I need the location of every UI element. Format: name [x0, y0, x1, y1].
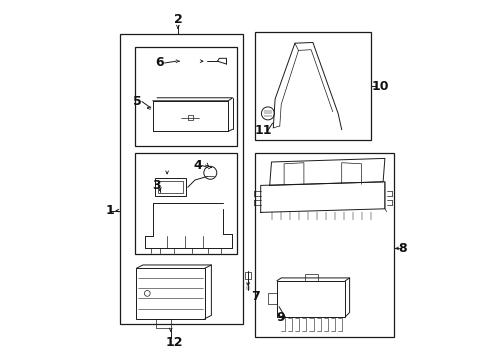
Text: 10: 10: [371, 80, 388, 93]
Text: 6: 6: [155, 57, 164, 69]
Text: 1: 1: [105, 204, 114, 217]
Text: 11: 11: [254, 124, 271, 137]
Bar: [158, 181, 183, 193]
Text: 9: 9: [276, 311, 284, 324]
Bar: [134, 153, 237, 254]
Bar: [255, 153, 393, 337]
Bar: [187, 115, 193, 120]
Bar: [244, 272, 250, 279]
Bar: [120, 34, 242, 324]
Text: 7: 7: [250, 291, 259, 303]
Bar: [134, 47, 237, 146]
Bar: [255, 32, 370, 140]
Bar: [156, 319, 170, 328]
Bar: [155, 178, 185, 196]
Text: 8: 8: [398, 242, 407, 255]
Text: 2: 2: [173, 13, 182, 26]
Bar: [276, 281, 345, 317]
Text: 12: 12: [165, 336, 183, 349]
Text: 4: 4: [193, 159, 202, 172]
Bar: [304, 274, 317, 281]
Bar: [136, 268, 204, 319]
Text: 5: 5: [133, 95, 142, 108]
Bar: [267, 293, 276, 304]
Text: 3: 3: [152, 179, 160, 192]
